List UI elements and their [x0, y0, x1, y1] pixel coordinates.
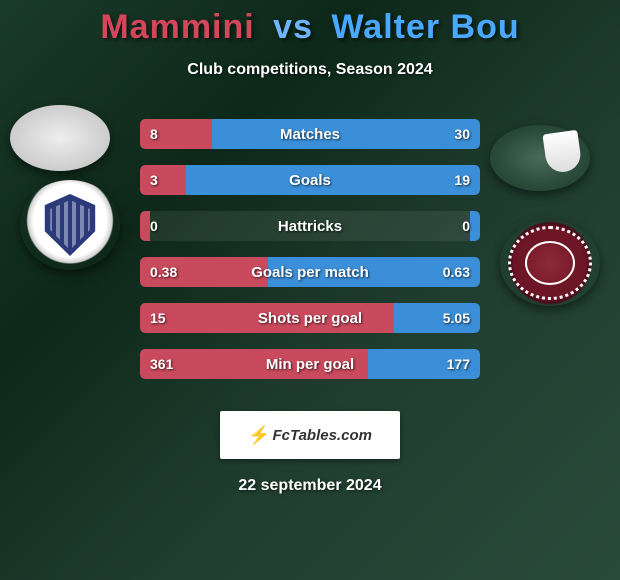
stat-value-left: 0.38 [150, 257, 177, 287]
date-label: 22 september 2024 [0, 477, 620, 495]
stat-value-left: 15 [150, 303, 166, 333]
stat-row: Goals3 19 [140, 165, 480, 195]
stat-label: Matches [140, 119, 480, 149]
watermark-text: FcTables.com [272, 427, 371, 444]
stat-label: Hattricks [140, 211, 480, 241]
stat-value-left: 3 [150, 165, 158, 195]
stat-value-left: 0 [150, 211, 158, 241]
stat-value-right: 0.63 [443, 257, 470, 287]
comparison-card: Mammini vs Walter Bou Club competitions,… [0, 0, 620, 580]
stat-value-left: 361 [150, 349, 173, 379]
stat-value-right: 30 [454, 119, 470, 149]
player2-name: Walter Bou [331, 8, 519, 46]
stats-chart: Matches8 30 Goals3 19 Hattricks0 0 Goals per m… [0, 119, 620, 389]
stat-label: Min per goal [140, 349, 480, 379]
stat-row: Hattricks0 0 [140, 211, 480, 241]
subtitle: Club competitions, Season 2024 [0, 61, 620, 79]
stat-value-right: 0 [462, 211, 470, 241]
stat-row: Matches8 30 [140, 119, 480, 149]
stat-value-right: 5.05 [443, 303, 470, 333]
player1-name: Mammini [100, 8, 254, 46]
stat-label: Shots per goal [140, 303, 480, 333]
page-title: Mammini vs Walter Bou [0, 8, 620, 47]
stat-row: Goals per match0.38 0.63 [140, 257, 480, 287]
watermark: ⚡ FcTables.com [220, 411, 400, 459]
stat-row: Shots per goal15 5.05 [140, 303, 480, 333]
stat-label: Goals [140, 165, 480, 195]
vs-label: vs [273, 8, 313, 46]
stat-label: Goals per match [140, 257, 480, 287]
bolt-icon: ⚡ [248, 425, 270, 446]
stat-row: Min per goal361 177 [140, 349, 480, 379]
stat-value-left: 8 [150, 119, 158, 149]
stat-value-right: 19 [454, 165, 470, 195]
stat-value-right: 177 [447, 349, 470, 379]
